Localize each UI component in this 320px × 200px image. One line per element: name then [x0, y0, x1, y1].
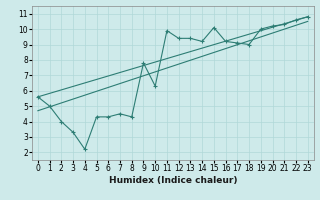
X-axis label: Humidex (Indice chaleur): Humidex (Indice chaleur): [108, 176, 237, 185]
